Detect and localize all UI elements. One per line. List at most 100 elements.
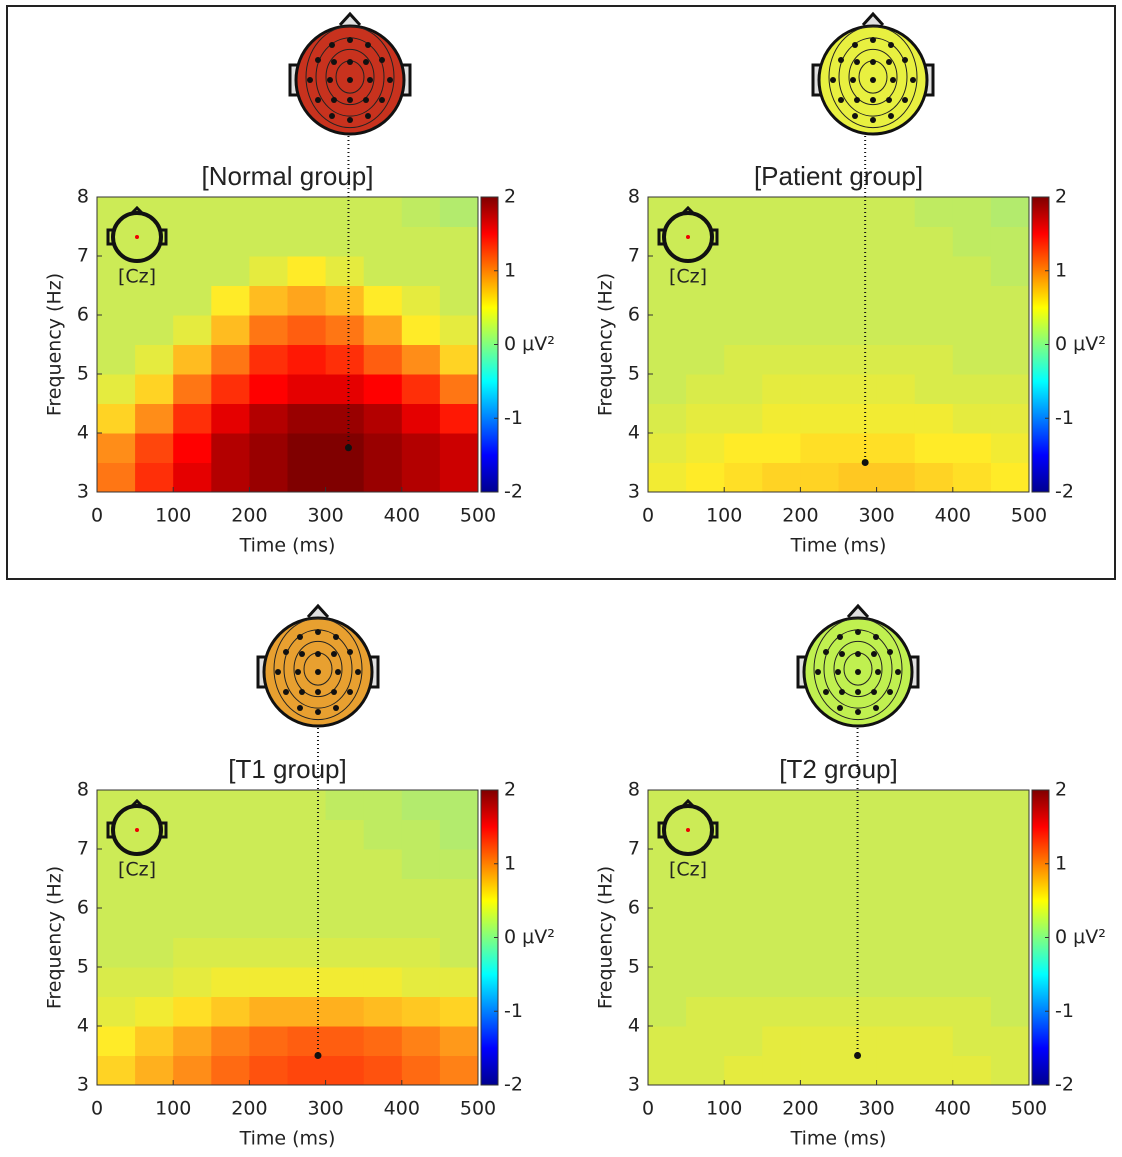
inset-electrode (686, 235, 690, 239)
heat-cell (363, 285, 403, 316)
colorbar-tick-label: -1 (1055, 1000, 1074, 1022)
topo-electrode (886, 59, 892, 65)
heat-cell (401, 1055, 441, 1086)
topo-electrode (837, 634, 843, 640)
heat-cell (363, 315, 403, 345)
topomap (256, 603, 380, 728)
heat-cell (876, 878, 916, 909)
x-tick-label: 0 (642, 1098, 654, 1120)
heat-cell (97, 462, 136, 493)
topo-electrode (902, 97, 908, 103)
topo-electrode (873, 634, 879, 640)
heat-cell (648, 315, 687, 345)
y-tick-label: 7 (628, 245, 640, 267)
heat-cell (173, 937, 212, 968)
heat-cell (876, 849, 916, 879)
topo-electrode (379, 97, 385, 103)
topo-electrode (315, 689, 321, 695)
x-tick-label: 100 (155, 1098, 191, 1120)
heat-cell (952, 462, 992, 493)
topo-electrode (297, 634, 303, 640)
heat-cell (249, 315, 288, 345)
heat-cell (648, 344, 687, 375)
heat-cell (876, 1055, 916, 1086)
inset-head (662, 804, 714, 856)
heat-cell (762, 285, 801, 316)
topo-ears-nose (288, 11, 412, 97)
heat-cell (325, 344, 365, 375)
heat-cell (325, 937, 365, 968)
topo-ears-nose (811, 11, 935, 97)
inset-electrode (135, 828, 139, 832)
heat-cell (135, 996, 174, 1027)
topo-electrode (387, 77, 393, 83)
heat-cell (439, 285, 479, 316)
x-axis-label: Time (ms) (790, 1128, 887, 1150)
heat-cell (287, 819, 327, 850)
heat-cell (211, 344, 250, 375)
heat-cell (211, 790, 250, 820)
topo-electrode (887, 689, 893, 695)
heat-cell (762, 374, 801, 404)
heat-cell (135, 878, 174, 909)
colorbar-tick-label: 2 (1055, 186, 1067, 208)
heat-cell (914, 344, 954, 375)
topo-electrode (837, 705, 843, 711)
heat-cell (249, 1055, 288, 1086)
colorbar-tick-label: 0 μV² (1055, 926, 1106, 948)
topo-electrode (347, 689, 353, 695)
topo-contour (293, 640, 343, 698)
colorbar-tick-label: -2 (504, 1074, 523, 1096)
heat-cell (97, 878, 136, 909)
heat-cell (401, 819, 441, 850)
topo-contour (848, 48, 898, 106)
heat-cell (211, 374, 250, 404)
peak-marker (861, 459, 869, 466)
heat-cell (762, 256, 801, 286)
heat-cell (762, 937, 801, 968)
heat-cell (800, 819, 839, 850)
heat-cell (990, 315, 1030, 345)
topo-electrode (873, 705, 879, 711)
heat-cell (800, 256, 839, 286)
plot-frame (96, 789, 479, 1086)
y-tick-label: 3 (628, 481, 640, 503)
colorbar-tick-label: 0 μV² (504, 333, 555, 355)
heat-cell (363, 256, 403, 286)
heat-cell (648, 462, 687, 493)
heat-cell (325, 996, 365, 1027)
heat-cell (724, 433, 763, 463)
heat-cell (952, 878, 992, 909)
heat-cell (211, 285, 250, 316)
heat-cell (401, 967, 441, 997)
heat-cell (211, 462, 250, 493)
heat-cell (952, 937, 992, 968)
topo-electrode (307, 77, 313, 83)
heat-cell (363, 790, 403, 820)
heat-cell (173, 908, 212, 938)
heat-cell (401, 937, 441, 968)
heat-cell (363, 996, 403, 1027)
x-tick-label: 200 (782, 1098, 818, 1120)
y-tick-label: 5 (77, 363, 89, 385)
heat-cell (800, 197, 839, 227)
heat-cell (97, 996, 136, 1027)
heat-cell (439, 462, 479, 493)
y-tick-label: 6 (628, 897, 640, 919)
heat-cell (401, 433, 441, 463)
topo-electrode (902, 57, 908, 63)
heat-cell (287, 226, 327, 257)
heat-cell (724, 374, 763, 404)
heat-cell (914, 790, 954, 820)
heat-cell (363, 462, 403, 493)
x-tick-label: 400 (384, 1098, 420, 1120)
colorbar-tick-label: 2 (504, 779, 516, 801)
heat-cell (800, 908, 839, 938)
topo-electrode (871, 651, 877, 657)
heat-cell (135, 1055, 174, 1086)
topo-contour (305, 25, 395, 129)
heat-cell (325, 1055, 365, 1086)
heat-cell (401, 996, 441, 1027)
heat-cell (287, 908, 327, 938)
topo-contour (325, 48, 375, 106)
